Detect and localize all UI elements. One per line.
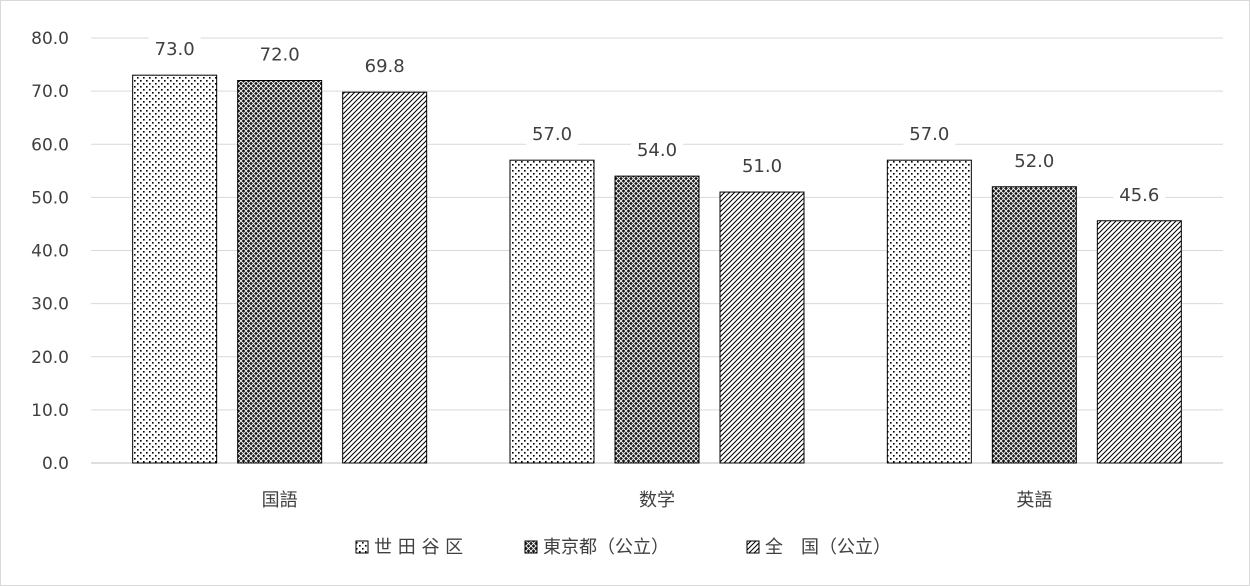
data-label-background: [903, 121, 956, 147]
bar-series-2-cat-2: [614, 175, 700, 464]
category-label: 数学: [639, 490, 675, 511]
legend-swatch: [524, 540, 538, 554]
y-tick-label: 70.0: [31, 82, 69, 102]
data-label-background: [358, 53, 411, 79]
legend-swatch: [746, 540, 760, 554]
y-tick-label: 50.0: [31, 188, 69, 208]
data-label: 57.0: [532, 124, 572, 145]
data-label-background: [1113, 181, 1166, 207]
bar-series-1-cat-3: [886, 159, 972, 464]
legend-swatch: [355, 540, 369, 554]
data-label: 52.0: [1014, 151, 1054, 172]
y-tick-label: 80.0: [31, 29, 69, 49]
data-label-background: [736, 153, 788, 179]
y-tick-label: 10.0: [31, 401, 69, 421]
category-label: 英語: [1016, 490, 1052, 511]
legend-label: 全 国（公立）: [765, 537, 891, 558]
data-label: 51.0: [742, 156, 782, 177]
data-label: 54.0: [637, 140, 677, 161]
legend: 世 田 谷 区 東京都（公立） 全 国（公立）: [355, 537, 891, 558]
bar-series-1-cat-2: [509, 159, 595, 464]
data-label: 57.0: [909, 124, 949, 145]
y-tick-label: 30.0: [31, 295, 69, 315]
y-tick-label: 20.0: [31, 348, 69, 368]
bar-series-3-cat-1: [342, 91, 428, 464]
bar-series-3-cat-3: [1096, 220, 1182, 464]
bars: [132, 74, 1182, 464]
bar-series-2-cat-3: [991, 186, 1077, 464]
y-tick-label: 0.0: [42, 454, 69, 474]
data-label: 45.6: [1119, 185, 1159, 206]
data-label-background: [526, 121, 578, 147]
data-label-background: [253, 41, 306, 67]
y-axis-tick-labels: 0.0 10.0 20.0 30.0 40.0 50.0 60.0 70.0 80.0: [31, 29, 69, 474]
data-label: 69.8: [365, 56, 405, 77]
bar-series-2-cat-1: [237, 80, 323, 464]
legend-label: 世 田 谷 区: [374, 537, 463, 558]
data-label: 73.0: [155, 39, 195, 60]
data-label-background: [1008, 147, 1061, 173]
data-label-background: [148, 36, 201, 62]
legend-label: 東京都（公立）: [543, 537, 669, 558]
x-axis-category-labels: 国語 数学 英語: [262, 490, 1053, 511]
category-label: 国語: [262, 490, 298, 511]
bar-series-3-cat-2: [719, 191, 805, 464]
data-labels: 73.0 72.0 69.8 57.0 54.0 51.0 57.0 52.0 45.6: [148, 36, 1166, 207]
y-tick-label: 40.0: [31, 242, 69, 262]
data-label-background: [631, 137, 683, 163]
data-label: 72.0: [260, 45, 300, 66]
y-tick-label: 60.0: [31, 135, 69, 155]
bar-series-1-cat-1: [132, 74, 218, 464]
